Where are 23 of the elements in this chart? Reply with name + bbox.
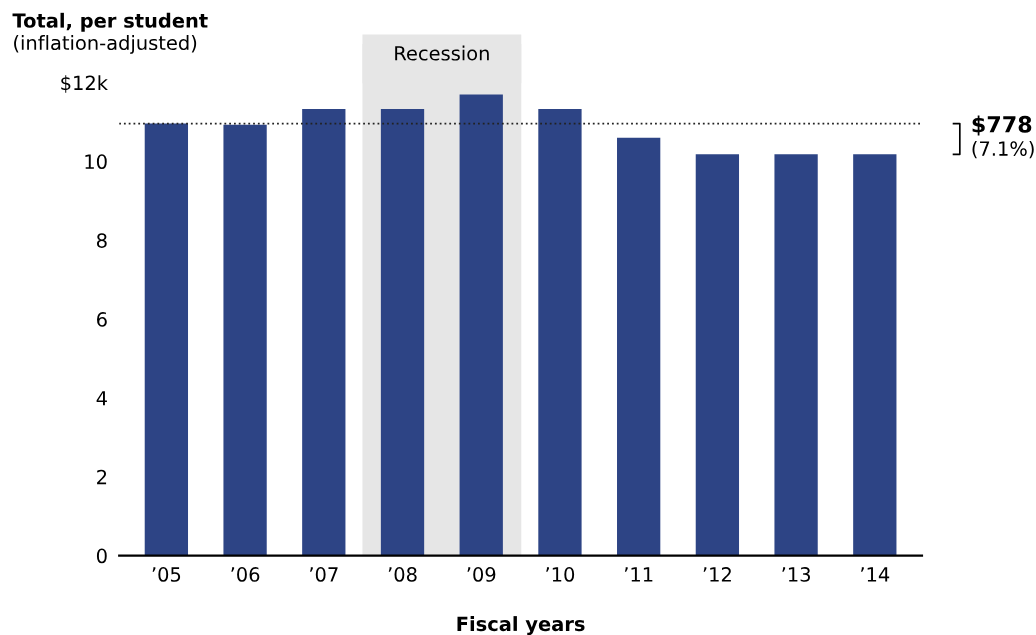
y-tick-label: 4: [96, 391, 107, 406]
x-tick-label: ’10: [546, 567, 575, 582]
band-label: Recession: [395, 45, 489, 61]
x-tick-label: ’13: [782, 567, 810, 582]
x-tick-label: ’11: [624, 567, 653, 582]
y-tick-label: 8: [96, 233, 107, 248]
y-tick-label: 2: [97, 469, 107, 485]
y-tick-label: $12k: [61, 75, 108, 93]
text: (7.1%): [972, 140, 1034, 159]
chart-title: Total, per student: [12, 12, 208, 32]
x-axis-title: Fiscal years: [457, 616, 585, 635]
x-tick-label: ’09: [467, 567, 496, 582]
x-tick-label: ’07: [310, 567, 338, 582]
x-tick-label: ’12: [703, 567, 731, 582]
x-tick-label: ’14: [861, 567, 890, 582]
y-tick-label: 6: [97, 312, 107, 327]
chart-subtitle: (inflation-adjusted): [14, 35, 197, 54]
x-tick-label: ’05: [152, 567, 181, 582]
x-tick-label: ’08: [388, 567, 417, 582]
y-tick-label: 10: [85, 154, 107, 170]
y-tick-label: 0: [96, 548, 107, 564]
x-tick-label: ’06: [231, 567, 260, 582]
text: $778: [972, 115, 1032, 136]
